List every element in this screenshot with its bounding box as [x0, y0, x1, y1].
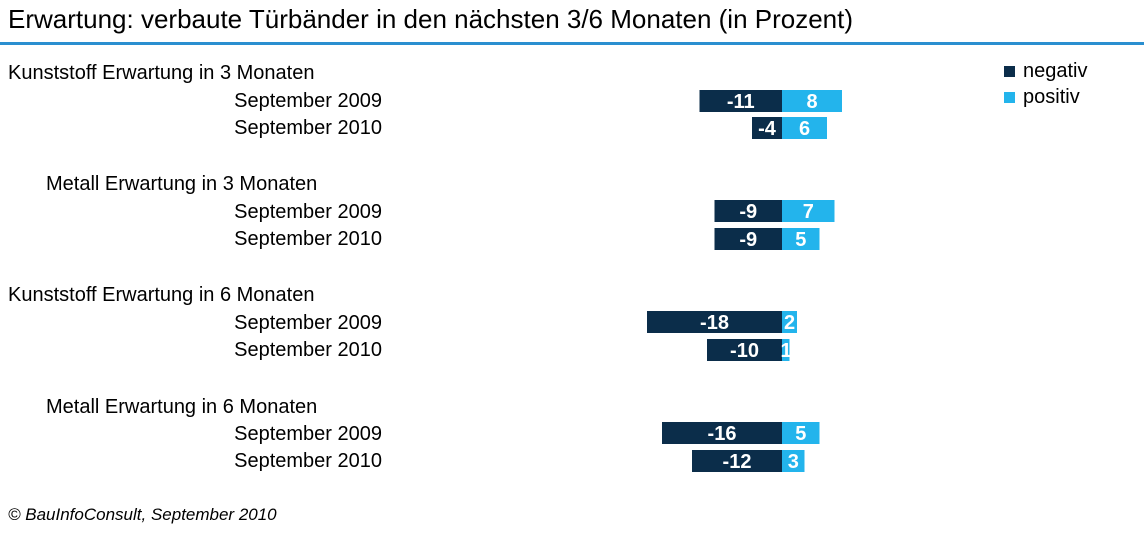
bar-label-negativ: -12: [723, 451, 752, 473]
row-label: September 2009: [234, 90, 382, 112]
group-label: Metall Erwartung in 3 Monaten: [46, 173, 318, 195]
legend-label-negativ: negativ: [1023, 59, 1088, 82]
chart-title: Erwartung: verbaute Türbänder in den näc…: [8, 4, 854, 34]
row-label: September 2009: [234, 201, 382, 223]
bar-positiv: [782, 228, 820, 250]
bar-label-negativ: -16: [708, 423, 737, 445]
bar-negativ: [752, 117, 782, 139]
bar-label-negativ: -10: [730, 340, 759, 362]
bar-label-negativ: -11: [727, 91, 755, 113]
bar-label-positiv: 8: [806, 91, 817, 113]
group-label: Metall Erwartung in 6 Monaten: [46, 396, 318, 418]
bar-negativ: [699, 90, 782, 112]
bar-label-negativ: -4: [758, 118, 777, 140]
bar-label-positiv: 5: [795, 229, 806, 251]
bar-label-positiv: 2: [784, 312, 795, 334]
row-label: September 2010: [234, 339, 382, 361]
bar-positiv: [782, 339, 790, 361]
bar-label-positiv: 1: [780, 340, 791, 362]
title-divider: [0, 42, 1144, 45]
bar-positiv: [782, 200, 835, 222]
bar-label-positiv: 6: [799, 118, 810, 140]
row-label: September 2009: [234, 423, 382, 445]
row-label: September 2010: [234, 228, 382, 250]
row-label: September 2010: [234, 117, 382, 139]
bar-positiv: [782, 450, 805, 472]
row-label: September 2009: [234, 312, 382, 334]
group-label: Kunststoff Erwartung in 3 Monaten: [8, 62, 315, 84]
bar-label-negativ: -9: [739, 229, 757, 251]
group-label: Kunststoff Erwartung in 6 Monaten: [8, 284, 315, 306]
legend-swatch-negativ: [1004, 65, 1015, 77]
bar-label-positiv: 3: [788, 451, 799, 473]
bar-negativ: [662, 422, 782, 444]
legend-item-positiv: positiv: [1004, 84, 1088, 110]
bar-positiv: [782, 422, 820, 444]
bar-negativ: [692, 450, 782, 472]
legend-swatch-positiv: [1004, 91, 1015, 103]
bar-negativ: [714, 200, 782, 222]
legend-item-negativ: negativ: [1004, 58, 1088, 84]
bar-positiv: [782, 311, 797, 333]
bar-negativ: [714, 228, 782, 250]
bar-negativ: [647, 311, 782, 333]
bar-label-negativ: -18: [700, 312, 729, 334]
row-label: September 2010: [234, 450, 382, 472]
legend-label-positiv: positiv: [1023, 85, 1080, 108]
legend: negativ positiv: [1004, 58, 1088, 110]
bar-negativ: [707, 339, 782, 361]
bar-label-negativ: -9: [739, 201, 757, 223]
bar-label-positiv: 5: [795, 423, 806, 445]
copyright-footer: © BauInfoConsult, September 2010: [8, 505, 277, 524]
bar-positiv: [782, 117, 827, 139]
bar-positiv: [782, 90, 842, 112]
bar-label-positiv: 7: [803, 201, 814, 223]
